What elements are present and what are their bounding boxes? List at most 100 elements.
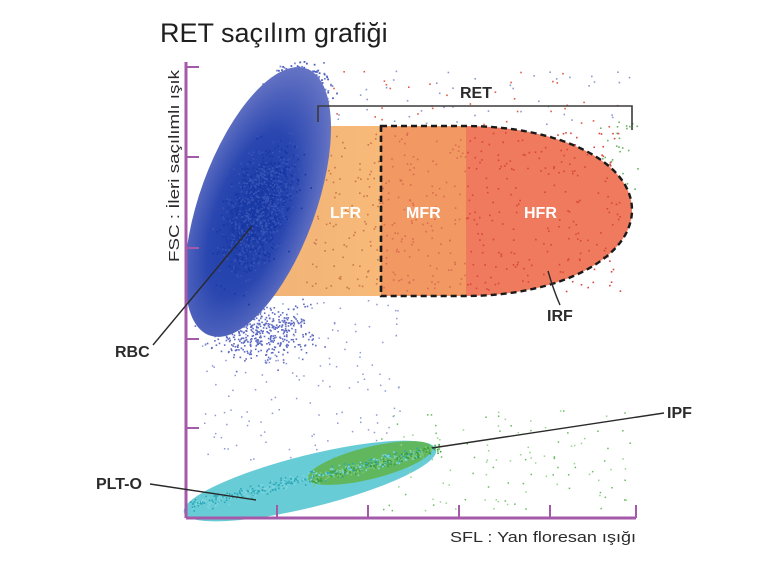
- scatter-dot: [264, 193, 267, 196]
- scatter-dot: [249, 351, 252, 354]
- scatter-dot: [280, 172, 282, 174]
- scatter-dot: [270, 217, 272, 220]
- scatter-dot: [286, 334, 288, 336]
- scatter-dot: [269, 338, 272, 341]
- scatter-dot: [527, 446, 529, 449]
- scatter-dot: [315, 74, 318, 77]
- scatter-dot: [263, 221, 266, 224]
- scatter-dot: [429, 445, 431, 448]
- scatter-dot: [360, 417, 362, 419]
- scatter-dot: [355, 464, 358, 466]
- scatter-dot: [388, 453, 390, 456]
- scatter-dot: [577, 232, 580, 235]
- scatter-dot: [275, 223, 277, 225]
- scatter-dot: [395, 309, 397, 312]
- scatter-dot: [252, 318, 255, 320]
- scatter-dot: [223, 496, 226, 499]
- scatter-dot: [294, 346, 296, 348]
- scatter-dot: [634, 188, 636, 190]
- scatter-dot: [378, 460, 381, 462]
- scatter-dot: [408, 115, 411, 118]
- scatter-dot: [251, 324, 254, 327]
- scatter-dot: [205, 500, 207, 503]
- scatter-dot: [611, 114, 613, 116]
- scatter-dot: [215, 344, 218, 346]
- scatter-dot: [264, 170, 266, 173]
- scatter-dot: [293, 323, 296, 325]
- scatter-dot: [227, 494, 229, 496]
- scatter-dot: [562, 132, 565, 135]
- scatter-dot: [290, 324, 292, 326]
- scatter-dot: [393, 451, 395, 453]
- scatter-dot: [579, 259, 581, 261]
- scatter-dot: [412, 204, 415, 207]
- scatter-dot: [331, 474, 334, 476]
- scatter-dot: [277, 199, 280, 201]
- scatter-dot: [257, 331, 260, 333]
- scatter-dot: [285, 182, 288, 185]
- scatter-dot: [573, 462, 576, 465]
- scatter-dot: [293, 479, 296, 482]
- scatter-dot: [249, 341, 252, 344]
- scatter-dot: [294, 329, 297, 331]
- scatter-dot: [281, 312, 284, 314]
- scatter-dot: [267, 199, 269, 202]
- scatter-dot: [462, 429, 465, 431]
- scatter-dot: [248, 182, 251, 185]
- scatter-dot: [431, 281, 433, 283]
- scatter-dot: [248, 244, 250, 247]
- scatter-dot: [249, 344, 252, 346]
- scatter-dot: [243, 178, 246, 181]
- scatter-dot: [272, 483, 275, 486]
- scatter-dot: [291, 327, 293, 330]
- scatter-dot: [497, 425, 500, 427]
- scatter-dot: [259, 255, 262, 257]
- scatter-dot: [366, 464, 369, 466]
- scatter-dot: [339, 275, 342, 278]
- scatter-dot: [278, 244, 281, 247]
- scatter-dot: [385, 83, 388, 86]
- scatter-dot: [194, 325, 197, 327]
- scatter-dot: [459, 283, 462, 285]
- scatter-dot: [253, 179, 256, 182]
- scatter-dot: [399, 410, 401, 412]
- scatter-dot: [262, 219, 264, 221]
- scatter-dot: [282, 205, 284, 208]
- scatter-dot: [239, 492, 241, 495]
- scatter-dot: [254, 348, 257, 351]
- scatter-dot: [272, 318, 275, 320]
- scatter-dot: [272, 205, 274, 208]
- scatter-dot: [238, 199, 240, 201]
- scatter-dot: [417, 453, 419, 456]
- scatter-dot: [327, 91, 330, 94]
- scatter-dot: [365, 469, 367, 472]
- scatter-dot: [572, 220, 575, 223]
- scatter-dot: [292, 482, 295, 485]
- scatter-dot: [287, 322, 290, 324]
- scatter-dot: [230, 261, 232, 263]
- scatter-dot: [279, 199, 282, 202]
- scatter-dot: [277, 176, 280, 178]
- scatter-dot: [253, 214, 256, 217]
- scatter-dot: [387, 463, 390, 465]
- scatter-dot: [564, 107, 566, 110]
- scatter-dot: [412, 156, 415, 158]
- scatter-dot: [433, 448, 436, 451]
- scatter-dot: [603, 249, 606, 252]
- scatter-dot: [395, 70, 398, 73]
- scatter-dot: [504, 500, 507, 502]
- scatter-dot: [286, 145, 289, 148]
- scatter-dot: [346, 286, 348, 289]
- scatter-dot: [260, 245, 263, 247]
- scatter-dot: [292, 481, 295, 484]
- scatter-dot: [408, 471, 411, 474]
- scatter-dot: [338, 475, 341, 477]
- scatter-dot: [275, 171, 278, 174]
- scatter-dot: [285, 151, 287, 154]
- scatter-dot: [505, 120, 508, 123]
- scatter-dot: [258, 152, 261, 155]
- scatter-dot: [270, 205, 273, 207]
- scatter-dot: [397, 196, 400, 199]
- scatter-dot: [261, 227, 263, 230]
- scatter-dot: [400, 180, 403, 182]
